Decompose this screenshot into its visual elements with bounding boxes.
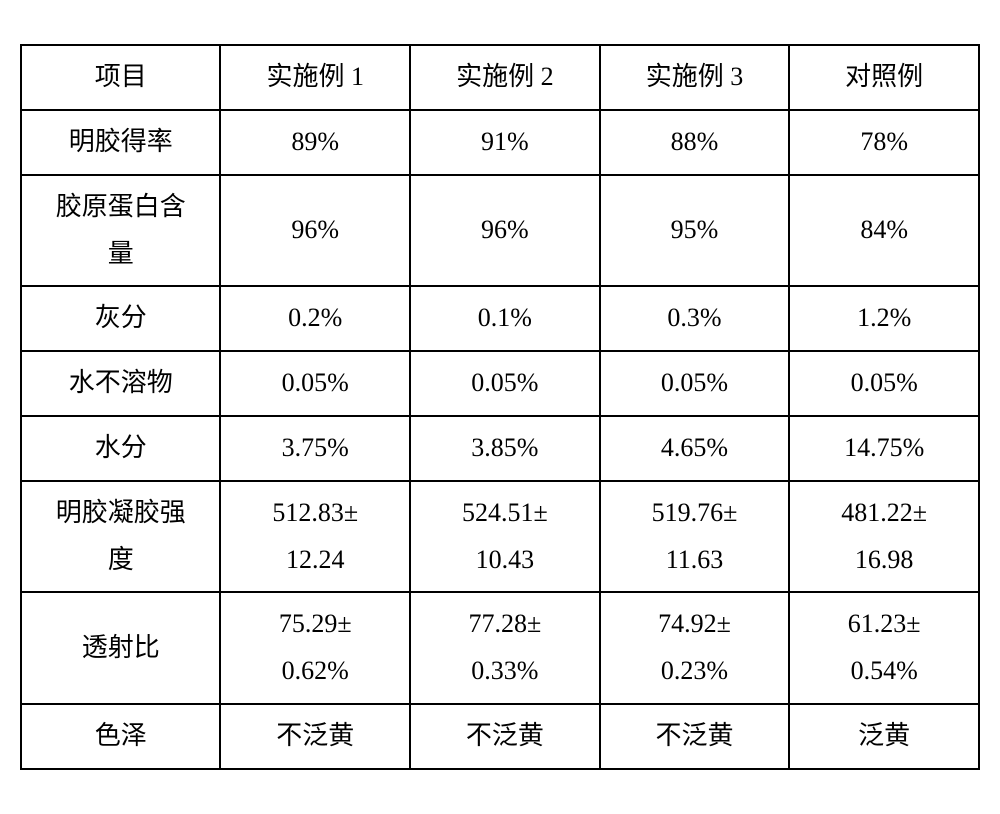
row-value: 96%	[220, 175, 410, 287]
table-header-row: 项目 实施例 1 实施例 2 实施例 3 对照例	[21, 45, 979, 110]
header-cell-example1: 实施例 1	[220, 45, 410, 110]
header-cell-control: 对照例	[789, 45, 979, 110]
table-row: 明胶凝胶强 度 512.83± 12.24 524.51± 10.43 519.…	[21, 481, 979, 593]
row-value: 3.75%	[220, 416, 410, 481]
row-value: 0.05%	[220, 351, 410, 416]
row-value: 78%	[789, 110, 979, 175]
row-label: 透射比	[21, 592, 220, 704]
row-label: 色泽	[21, 704, 220, 769]
row-value: 95%	[600, 175, 790, 287]
header-cell-example2: 实施例 2	[410, 45, 600, 110]
data-table: 项目 实施例 1 实施例 2 实施例 3 对照例 明胶得率 89% 91% 88…	[20, 44, 980, 770]
row-value: 不泛黄	[220, 704, 410, 769]
row-label: 胶原蛋白含 量	[21, 175, 220, 287]
table-row: 色泽 不泛黄 不泛黄 不泛黄 泛黄	[21, 704, 979, 769]
row-value: 89%	[220, 110, 410, 175]
row-value: 1.2%	[789, 286, 979, 351]
row-value: 519.76± 11.63	[600, 481, 790, 593]
row-value: 61.23± 0.54%	[789, 592, 979, 704]
row-value: 91%	[410, 110, 600, 175]
table-row: 透射比 75.29± 0.62% 77.28± 0.33% 74.92± 0.2…	[21, 592, 979, 704]
row-value: 不泛黄	[410, 704, 600, 769]
row-value: 3.85%	[410, 416, 600, 481]
row-value: 481.22± 16.98	[789, 481, 979, 593]
row-value: 84%	[789, 175, 979, 287]
row-label: 水不溶物	[21, 351, 220, 416]
row-label: 灰分	[21, 286, 220, 351]
table-row: 灰分 0.2% 0.1% 0.3% 1.2%	[21, 286, 979, 351]
row-value: 4.65%	[600, 416, 790, 481]
table-row: 明胶得率 89% 91% 88% 78%	[21, 110, 979, 175]
row-value: 0.05%	[600, 351, 790, 416]
table-row: 水不溶物 0.05% 0.05% 0.05% 0.05%	[21, 351, 979, 416]
header-cell-project: 项目	[21, 45, 220, 110]
row-value: 75.29± 0.62%	[220, 592, 410, 704]
row-value: 0.05%	[789, 351, 979, 416]
row-value: 14.75%	[789, 416, 979, 481]
row-value: 泛黄	[789, 704, 979, 769]
row-label: 水分	[21, 416, 220, 481]
row-value: 74.92± 0.23%	[600, 592, 790, 704]
row-value: 524.51± 10.43	[410, 481, 600, 593]
row-value: 77.28± 0.33%	[410, 592, 600, 704]
row-value: 0.1%	[410, 286, 600, 351]
row-label: 明胶凝胶强 度	[21, 481, 220, 593]
row-value: 88%	[600, 110, 790, 175]
row-value: 不泛黄	[600, 704, 790, 769]
table-row: 胶原蛋白含 量 96% 96% 95% 84%	[21, 175, 979, 287]
row-value: 512.83± 12.24	[220, 481, 410, 593]
row-label: 明胶得率	[21, 110, 220, 175]
table-row: 水分 3.75% 3.85% 4.65% 14.75%	[21, 416, 979, 481]
row-value: 0.3%	[600, 286, 790, 351]
header-cell-example3: 实施例 3	[600, 45, 790, 110]
row-value: 0.2%	[220, 286, 410, 351]
row-value: 96%	[410, 175, 600, 287]
row-value: 0.05%	[410, 351, 600, 416]
